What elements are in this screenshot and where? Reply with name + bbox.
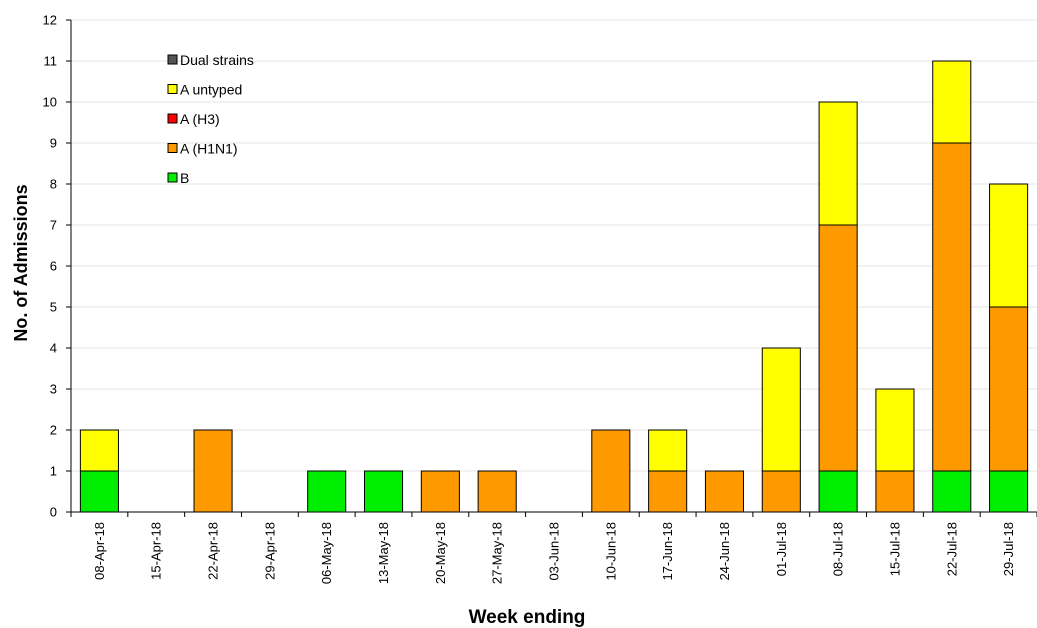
bar-segment [875, 470, 915, 513]
y-tick-label: 9 [50, 136, 57, 151]
y-tick-label: 5 [50, 300, 57, 315]
y-tick-label: 8 [50, 177, 57, 192]
bar-segment [818, 101, 858, 226]
y-tick-label: 1 [50, 464, 57, 479]
bar-segment [989, 183, 1029, 308]
legend: Dual strains A untyped A (H3) A (H1N1) B [167, 52, 254, 186]
y-axis-title: No. of Admissions [11, 184, 31, 341]
bar-segment [932, 142, 972, 472]
bar-segment [761, 470, 801, 513]
bar-segment [193, 429, 233, 513]
x-tick-label: 29-Apr-18 [262, 522, 277, 580]
bar-segment [79, 429, 119, 472]
legend-swatch [167, 143, 178, 153]
bar-segment [989, 470, 1029, 513]
bar-segment [307, 470, 347, 513]
legend-label: A (H3) [180, 111, 220, 127]
legend-swatch [167, 172, 178, 183]
y-tick-label: 0 [50, 505, 57, 520]
x-tick-label: 24-Jun-18 [717, 522, 732, 581]
bar-segment [704, 470, 745, 513]
bar-segment [79, 470, 119, 513]
x-tick-label: 15-Apr-18 [149, 522, 164, 580]
bar-segment [932, 470, 972, 513]
legend-label: A (H1N1) [180, 141, 238, 157]
legend-swatch [167, 84, 178, 94]
stacked-bars [79, 60, 1029, 513]
y-tick-label: 2 [50, 423, 57, 438]
bar-segment [818, 224, 858, 472]
y-tick-label: 3 [50, 382, 57, 397]
x-tick-label: 03-Jun-18 [547, 522, 562, 581]
bar-segment [875, 388, 915, 472]
x-tick-label: 22-Jul-18 [944, 522, 959, 576]
y-tick-label: 10 [43, 95, 57, 110]
x-tick-label: 17-Jun-18 [660, 522, 675, 581]
legend-label: B [180, 170, 189, 186]
x-tick-label: 06-May-18 [319, 522, 334, 584]
x-tick-label: 20-May-18 [433, 522, 448, 584]
x-tick-label: 10-Jun-18 [603, 522, 618, 581]
bar-segment [648, 470, 688, 513]
bar-segment [591, 429, 631, 513]
x-tick-label: 13-May-18 [376, 522, 391, 584]
bar-segment [989, 306, 1029, 472]
bar-segment [932, 60, 972, 144]
x-tick-label: 08-Jul-18 [831, 522, 846, 576]
x-tick-label: 15-Jul-18 [887, 522, 902, 576]
x-tick-label: 01-Jul-18 [774, 522, 789, 576]
x-tick-label: 22-Apr-18 [206, 522, 221, 580]
x-tick-label: 27-May-18 [490, 522, 505, 584]
bar-segment [648, 429, 688, 472]
y-tick-label: 11 [44, 54, 58, 69]
legend-swatch [167, 54, 178, 65]
bar-segment [420, 470, 460, 513]
bar-segment [477, 470, 517, 513]
y-tick-label: 4 [50, 341, 57, 356]
bar-segment [818, 470, 858, 513]
legend-label: A untyped [180, 82, 242, 98]
y-tick-label: 7 [50, 218, 57, 233]
y-tick-label: 12 [43, 13, 57, 28]
x-axis-title: Week ending [469, 607, 586, 628]
y-tick-label: 6 [50, 259, 57, 274]
legend-label: Dual strains [180, 52, 254, 68]
bar-segment [363, 470, 404, 513]
legend-swatch [167, 113, 178, 124]
bar-segment [761, 347, 801, 472]
x-tick-label: 29-Jul-18 [1001, 522, 1016, 576]
x-tick-label: 08-Apr-18 [92, 522, 107, 580]
